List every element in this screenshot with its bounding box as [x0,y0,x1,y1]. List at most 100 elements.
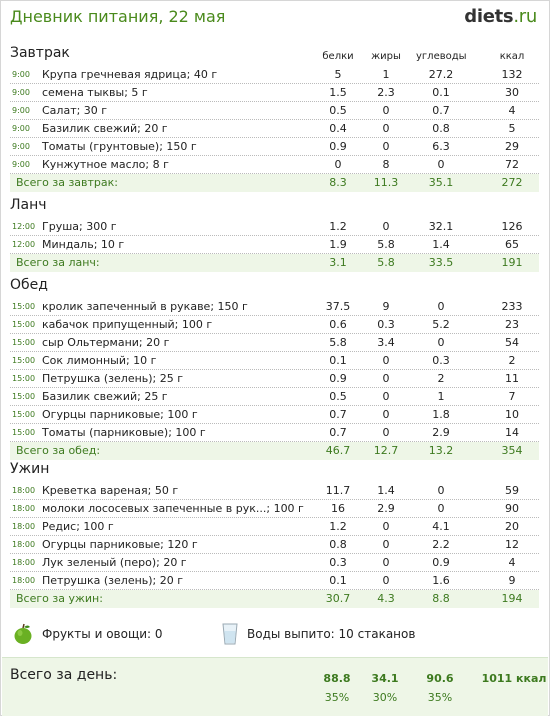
food-name[interactable]: молоки лососевых запеченные в рук...; 10… [42,502,304,515]
food-name[interactable]: Базилик свежий; 20 г [42,122,168,135]
meal-total-row: Всего за обед: 46.7 12.7 13.2 354 [10,442,539,460]
food-row[interactable]: 15:00 Сок лимонный; 10 г 0.1 0 0.3 2 [10,352,539,370]
food-name[interactable]: Сок лимонный; 10 г [42,354,157,367]
logo-suffix: .ru [513,6,537,27]
food-name[interactable]: Редис; 100 г [42,520,114,533]
fat-value: 3.4 [377,336,395,349]
food-row[interactable]: 18:00 Редис; 100 г 1.2 0 4.1 20 [10,518,539,536]
fat-value: 0 [382,556,390,569]
carbs-value: 6.3 [432,140,450,153]
column-protein: белки [322,51,354,62]
food-name[interactable]: Базилик свежий; 25 г [42,390,168,403]
water-glass-icon [222,623,238,645]
food-row[interactable]: 15:00 сыр Ольтермани; 20 г 5.8 3.4 0 54 [10,334,539,352]
total-fat: 4.3 [377,592,395,605]
food-name[interactable]: Креветка вареная; 50 г [42,484,179,497]
meal-total-row: Всего за ланч: 3.1 5.8 33.5 191 [10,254,539,272]
meal-time: 15:00 [12,410,36,419]
total-kcal: 272 [501,176,523,189]
food-name[interactable]: семена тыквы; 5 г [42,86,148,99]
food-row[interactable]: 15:00 Томаты (парниковые); 100 г 0.7 0 2.9 14 [10,424,539,442]
food-row[interactable]: 9:00 Томаты (грунтовые); 150 г 0.9 0 6.3 29 [10,138,539,156]
meal-time: 15:00 [12,392,36,401]
carbs-value: 0 [437,336,445,349]
protein-value: 5.8 [329,336,347,349]
food-name[interactable]: Крупа гречневая ядрица; 40 г [42,68,218,81]
kcal-value: 126 [501,220,523,233]
food-name[interactable]: Кунжутное масло; 8 г [42,158,169,171]
total-carbs: 33.5 [428,256,454,269]
food-row[interactable]: 18:00 Креветка вареная; 50 г 11.7 1.4 0 59 [10,482,539,500]
food-name[interactable]: кролик запеченный в рукаве; 150 г [42,300,248,313]
kcal-value: 233 [501,300,523,313]
kcal-value: 132 [501,68,523,81]
fat-value: 0 [382,140,390,153]
meal-total-label: Всего за завтрак: [16,176,119,189]
meal-title: Ужин [10,461,50,477]
food-row[interactable]: 18:00 молоки лососевых запеченные в рук..… [10,500,539,518]
food-name[interactable]: Огурцы парниковые; 120 г [42,538,198,551]
protein-value: 16 [331,502,345,515]
meal-time: 9:00 [12,106,30,115]
food-row[interactable]: 18:00 Лук зеленый (перо); 20 г 0.3 0 0.9 4 [10,554,539,572]
food-name[interactable]: Петрушка (зелень); 20 г [42,574,184,587]
carbs-value: 0.8 [432,122,450,135]
protein-value: 0.4 [329,122,347,135]
total-protein: 8.3 [329,176,347,189]
food-name[interactable]: сыр Ольтермани; 20 г [42,336,170,349]
meal-time: 18:00 [12,576,36,585]
meal-time: 15:00 [12,338,36,347]
food-row[interactable]: 9:00 Кунжутное масло; 8 г 0 8 0 72 [10,156,539,174]
food-row[interactable]: 12:00 Миндаль; 10 г 1.9 5.8 1.4 65 [10,236,539,254]
meal-time: 18:00 [12,540,36,549]
food-row[interactable]: 15:00 Базилик свежий; 25 г 0.5 0 1 7 [10,388,539,406]
food-row[interactable]: 9:00 Крупа гречневая ядрица; 40 г 5 1 27.2 13… [10,66,539,84]
food-row[interactable]: 15:00 кролик запеченный в рукаве; 150 г 37… [10,298,539,316]
meal-time: 18:00 [12,504,36,513]
day-protein: 88.8 [323,672,351,685]
total-protein: 46.7 [325,444,351,457]
food-row[interactable]: 15:00 кабачок припущенный; 100 г 0.6 0.3 5.2… [10,316,539,334]
meal-total-label: Всего за ланч: [16,256,100,269]
food-row[interactable]: 9:00 Базилик свежий; 20 г 0.4 0 0.8 5 [10,120,539,138]
carbs-value: 2.2 [432,538,450,551]
meal-time: 15:00 [12,356,36,365]
food-row[interactable]: 12:00 Груша; 300 г 1.2 0 32.1 126 [10,218,539,236]
column-fat: жиры [371,51,401,62]
food-row[interactable]: 15:00 Петрушка (зелень); 25 г 0.9 0 2 11 [10,370,539,388]
carbs-value: 2 [437,372,445,385]
meal-time: 9:00 [12,160,30,169]
food-row[interactable]: 9:00 семена тыквы; 5 г 1.5 2.3 0.1 30 [10,84,539,102]
food-name[interactable]: Огурцы парниковые; 100 г [42,408,198,421]
fat-value: 0 [382,538,390,551]
kcal-value: 72 [505,158,519,171]
protein-value: 1.5 [329,86,347,99]
food-row[interactable]: 15:00 Огурцы парниковые; 100 г 0.7 0 1.8 10 [10,406,539,424]
food-name[interactable]: Петрушка (зелень); 25 г [42,372,184,385]
food-name[interactable]: Томаты (парниковые); 100 г [42,426,206,439]
protein-value: 0.1 [329,354,347,367]
protein-value: 1.9 [329,238,347,251]
food-name[interactable]: Лук зеленый (перо); 20 г [42,556,187,569]
fat-value: 2.3 [377,86,395,99]
food-name[interactable]: Салат; 30 г [42,104,108,117]
day-fat: 34.1 [371,672,399,685]
meal-time: 12:00 [12,240,36,249]
food-row[interactable]: 18:00 Петрушка (зелень); 20 г 0.1 0 1.6 9 [10,572,539,590]
food-row[interactable]: 9:00 Салат; 30 г 0.5 0 0.7 4 [10,102,539,120]
fruit-label: Фрукты и овощи: 0 [42,627,163,641]
meal-total-row: Всего за завтрак: 8.3 11.3 35.1 272 [10,174,539,192]
carbs-value: 1.8 [432,408,450,421]
food-name[interactable]: Томаты (грунтовые); 150 г [42,140,197,153]
site-logo[interactable]: diets.ru [464,6,537,27]
meal-time: 9:00 [12,142,30,151]
food-name[interactable]: кабачок припущенный; 100 г [42,318,213,331]
carbs-value: 1 [437,390,445,403]
food-name[interactable]: Груша; 300 г [42,220,117,233]
carbs-value: 0.7 [432,104,450,117]
day-carbs-pct: 35% [427,691,453,704]
food-name[interactable]: Миндаль; 10 г [42,238,125,251]
food-row[interactable]: 18:00 Огурцы парниковые; 120 г 0.8 0 2.2 12 [10,536,539,554]
fat-value: 0 [382,220,390,233]
carbs-value: 32.1 [428,220,454,233]
